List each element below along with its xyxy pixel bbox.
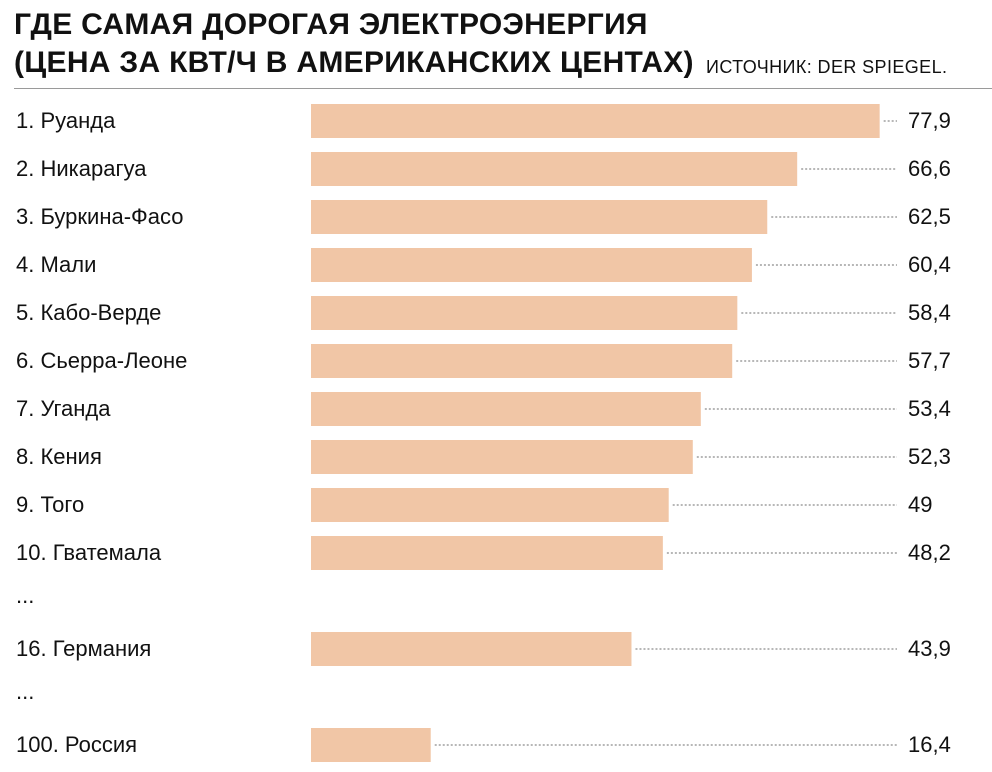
bar-12 bbox=[311, 728, 431, 762]
value-label: 60,4 bbox=[908, 252, 951, 277]
bar-1 bbox=[311, 104, 880, 138]
category-label: 2. Никарагуа bbox=[16, 156, 147, 181]
bar-7 bbox=[311, 392, 701, 426]
value-label: 66,6 bbox=[908, 156, 951, 181]
bar-8 bbox=[311, 440, 693, 474]
category-label: 6. Сьерра-Леоне bbox=[16, 348, 188, 373]
chart-subtitle: (ЦЕНА ЗА КВТ/Ч В АМЕРИКАНСКИХ ЦЕНТАХ) bbox=[14, 46, 694, 79]
bar-5 bbox=[311, 296, 738, 330]
chart-source: ИСТОЧНИК: DER SPIEGEL. bbox=[706, 57, 948, 77]
category-label: 3. Буркина-Фасо bbox=[16, 204, 184, 229]
category-label: 5. Кабо-Верде bbox=[16, 300, 162, 325]
value-label: 58,4 bbox=[908, 300, 951, 325]
bar-4 bbox=[311, 248, 752, 282]
value-label: 48,2 bbox=[908, 540, 951, 565]
value-label: 53,4 bbox=[908, 396, 951, 421]
category-label: 8. Кения bbox=[16, 444, 102, 469]
bar-6 bbox=[311, 344, 733, 378]
chart-title: ГДЕ САМАЯ ДОРОГАЯ ЭЛЕКТРОЭНЕРГИЯ bbox=[14, 8, 648, 41]
skip-ellipsis: ... bbox=[16, 679, 35, 704]
category-label: 9. Того bbox=[16, 492, 85, 517]
category-label: 4. Мали bbox=[16, 252, 97, 277]
bar-9 bbox=[311, 488, 669, 522]
value-label: 77,9 bbox=[908, 108, 951, 133]
value-label: 49 bbox=[908, 492, 933, 517]
bar-3 bbox=[311, 200, 768, 234]
bar-11 bbox=[311, 632, 632, 666]
value-label: 16,4 bbox=[908, 732, 951, 757]
category-label: 1. Руанда bbox=[16, 108, 116, 133]
header-divider bbox=[14, 88, 992, 89]
value-label: 57,7 bbox=[908, 348, 951, 373]
category-label: 7. Уганда bbox=[16, 396, 111, 421]
bar-10 bbox=[311, 536, 663, 570]
category-label: 10. Гватемала bbox=[16, 540, 162, 565]
value-label: 52,3 bbox=[908, 444, 951, 469]
category-label: 100. Россия bbox=[16, 732, 138, 757]
bar-2 bbox=[311, 152, 798, 186]
category-label: 16. Германия bbox=[16, 636, 152, 661]
value-label: 62,5 bbox=[908, 204, 951, 229]
value-label: 43,9 bbox=[908, 636, 951, 661]
skip-ellipsis: ... bbox=[16, 583, 35, 608]
